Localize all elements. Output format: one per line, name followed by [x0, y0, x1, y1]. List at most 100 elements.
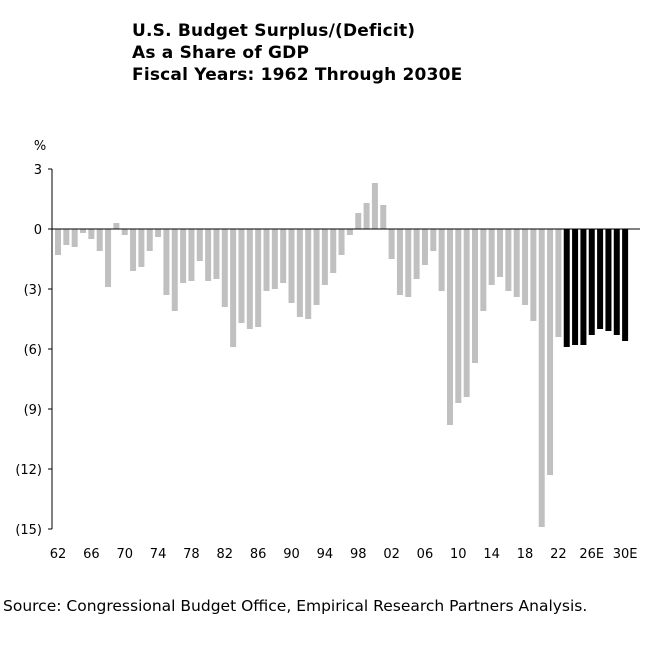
bar-66 — [88, 229, 95, 239]
x-tick-label: 86 — [250, 547, 267, 562]
bar-20 — [538, 229, 545, 527]
bar-82 — [221, 229, 228, 307]
bar-15 — [497, 229, 504, 277]
bar-78 — [188, 229, 195, 281]
x-tick-label: 74 — [150, 547, 167, 562]
bar-25E — [580, 229, 587, 345]
bar-02 — [388, 229, 395, 259]
bar-18 — [522, 229, 529, 305]
bar-81 — [213, 229, 220, 279]
bar-05 — [413, 229, 420, 279]
bar-90 — [288, 229, 295, 303]
bar-73 — [146, 229, 153, 251]
bar-chart: % 3 0 (3) (6) (9) (12) (15) 62 66 70 74 78 82 86 90 94… — [15, 139, 640, 562]
bar-13 — [480, 229, 487, 311]
bar-30E — [622, 229, 629, 341]
y-tick-label: (3) — [24, 283, 42, 298]
bar-21 — [547, 229, 554, 475]
y-tick-label: (12) — [15, 463, 42, 478]
bar-95 — [330, 229, 337, 273]
bar-79 — [196, 229, 203, 261]
bar-93 — [313, 229, 320, 305]
bar-70 — [121, 229, 128, 235]
source-note: Source: Congressional Budget Office, Emp… — [3, 597, 588, 615]
x-axis: 62 66 70 74 78 82 86 90 94 98 02 06 10 14 18 22 26E 30E — [50, 547, 638, 562]
bar-09 — [446, 229, 453, 425]
bar-87 — [263, 229, 270, 291]
bar-97 — [346, 229, 353, 235]
bar-19 — [530, 229, 537, 321]
bar-68 — [105, 229, 112, 287]
bar-28E — [605, 229, 612, 331]
bar-74 — [155, 229, 162, 237]
bar-96 — [338, 229, 345, 255]
chart-title: U.S. Budget Surplus/(Deficit) As a Share… — [132, 20, 462, 86]
bar-03 — [396, 229, 403, 295]
bar-67 — [96, 229, 103, 251]
bar-10 — [455, 229, 462, 403]
bar-77 — [180, 229, 187, 283]
bar-85 — [246, 229, 253, 329]
chart-title-line-1: U.S. Budget Surplus/(Deficit) — [132, 21, 416, 41]
x-tick-label: 94 — [317, 547, 334, 562]
x-tick-label: 26E — [579, 547, 604, 562]
bar-24E — [572, 229, 579, 345]
bar-89 — [280, 229, 287, 283]
x-tick-label: 22 — [550, 547, 567, 562]
bar-69 — [113, 223, 120, 229]
x-tick-label: 62 — [50, 547, 67, 562]
y-axis: 3 0 (3) (6) (9) (12) (15) — [15, 163, 53, 538]
chart-title-line-3: Fiscal Years: 1962 Through 2030E — [132, 65, 463, 85]
y-axis-unit-label: % — [34, 139, 46, 154]
x-tick-label: 14 — [483, 547, 500, 562]
bar-07 — [430, 229, 437, 251]
bar-01 — [380, 205, 387, 229]
bar-64 — [71, 229, 78, 247]
bar-22 — [555, 229, 562, 337]
bar-92 — [305, 229, 312, 319]
bar-91 — [296, 229, 303, 317]
bar-63 — [63, 229, 70, 245]
bar-17 — [513, 229, 520, 297]
bar-12 — [472, 229, 478, 363]
x-tick-label: 70 — [116, 547, 133, 562]
bar-26E — [588, 229, 595, 335]
bar-75 — [163, 229, 170, 295]
chart-title-line-2: As a Share of GDP — [132, 43, 310, 63]
bar-04 — [405, 229, 412, 297]
y-tick-label: 0 — [34, 223, 42, 238]
bar-76 — [171, 229, 178, 311]
x-tick-label: 10 — [450, 547, 467, 562]
x-tick-label: 06 — [417, 547, 434, 562]
y-tick-label: 3 — [34, 163, 42, 178]
y-tick-label: (9) — [24, 403, 42, 418]
bar-94 — [321, 229, 328, 285]
x-tick-label: 98 — [350, 547, 367, 562]
bar-98 — [355, 213, 362, 229]
bar-16 — [505, 229, 512, 291]
bar-29E — [613, 229, 620, 335]
y-tick-label: (6) — [24, 343, 42, 358]
bar-23E — [563, 229, 570, 347]
x-tick-label: 66 — [83, 547, 100, 562]
bar-06 — [421, 229, 428, 265]
x-tick-label: 30E — [613, 547, 638, 562]
x-tick-label: 82 — [217, 547, 234, 562]
bar-27E — [597, 229, 604, 329]
bar-62 — [55, 229, 61, 255]
x-tick-label: 02 — [383, 547, 400, 562]
bar-11 — [463, 229, 470, 397]
x-tick-label: 18 — [517, 547, 534, 562]
bars — [55, 183, 629, 527]
bar-86 — [255, 229, 262, 327]
y-tick-label: (15) — [15, 523, 42, 538]
bar-14 — [488, 229, 495, 285]
bar-08 — [438, 229, 445, 291]
x-tick-label: 90 — [283, 547, 300, 562]
x-tick-label: 78 — [183, 547, 200, 562]
bar-65 — [80, 229, 87, 233]
bar-00 — [371, 183, 378, 229]
bar-88 — [271, 229, 278, 289]
bar-80 — [205, 229, 212, 281]
bar-84 — [238, 229, 245, 323]
